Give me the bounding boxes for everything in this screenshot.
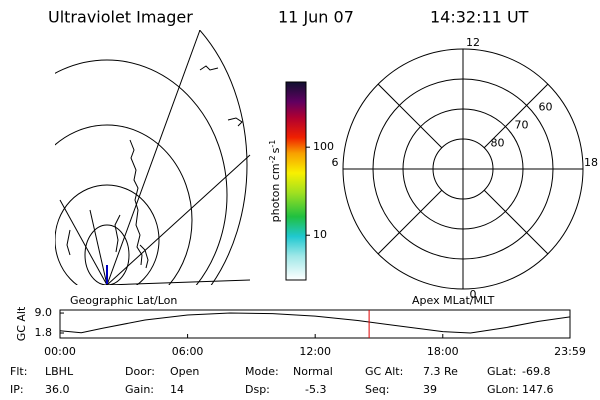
info-label: GLon: (487, 383, 519, 396)
info-value: 39 (423, 383, 437, 396)
info-value: -5.3 (305, 383, 326, 396)
map-label: Geographic Lat/Lon (70, 294, 177, 307)
timeline-frame (59, 309, 571, 339)
time: 14:32:11 UT (430, 8, 529, 27)
timeline-x-tick-label: 18:00 (427, 345, 459, 358)
colorbar-tick-label: 10 (313, 228, 327, 241)
timeline-x-tick-label: 06:00 (172, 345, 204, 358)
polar-spoke (377, 83, 443, 149)
timeline-x-tick-label: 00:00 (44, 345, 76, 358)
polar-mlt-label: 6 (332, 156, 339, 169)
info-value: Normal (293, 365, 333, 378)
altitude-curve (59, 312, 571, 334)
polar-spoke (483, 83, 549, 149)
info-label: Door: (125, 365, 155, 378)
colorbar (285, 81, 307, 281)
date: 11 Jun 07 (278, 8, 354, 27)
timeline-x-tick-label: 23:59 (554, 345, 586, 358)
timeline-x-tick-label: 12:00 (299, 345, 331, 358)
info-value: 7.3 Re (423, 365, 458, 378)
info-value: 36.0 (45, 383, 70, 396)
info-label: Dsp: (245, 383, 270, 396)
polar-mlt-label: 12 (466, 36, 480, 49)
colorbar-tick-label: 100 (313, 140, 334, 153)
timeline-y-tick-label: 9.0 (35, 306, 53, 319)
polar-ring-label: 80 (491, 137, 505, 150)
polar-mlt-label: 18 (584, 156, 598, 169)
polar-label: Apex MLat/MLT (412, 294, 495, 307)
info-label: GC Alt: (365, 365, 403, 378)
timeline-ylabel: GC Alt (15, 306, 28, 341)
timeline-y-tick-label: 1.8 (35, 326, 53, 339)
title: Ultraviolet Imager (48, 8, 193, 27)
info-label: Mode: (245, 365, 279, 378)
polar-mlt-label: 0 (470, 288, 477, 301)
info-value: 14 (170, 383, 184, 396)
info-label: IP: (10, 383, 24, 396)
info-label: Seq: (365, 383, 389, 396)
polar-ring-label: 60 (538, 101, 552, 114)
geographic-map (55, 30, 251, 285)
info-value: LBHL (45, 365, 74, 378)
colorbar-label: photon cm-2s-1 (268, 140, 283, 223)
polar-spoke (483, 189, 549, 255)
info-label: Gain: (125, 383, 154, 396)
polar-ring-label: 70 (515, 119, 529, 132)
polar-spoke (377, 189, 443, 255)
info-label: GLat: (487, 365, 516, 378)
info-value: Open (170, 365, 199, 378)
info-label: Flt: (10, 365, 27, 378)
info-value: -69.8 (522, 365, 550, 378)
info-value: 147.6 (522, 383, 554, 396)
